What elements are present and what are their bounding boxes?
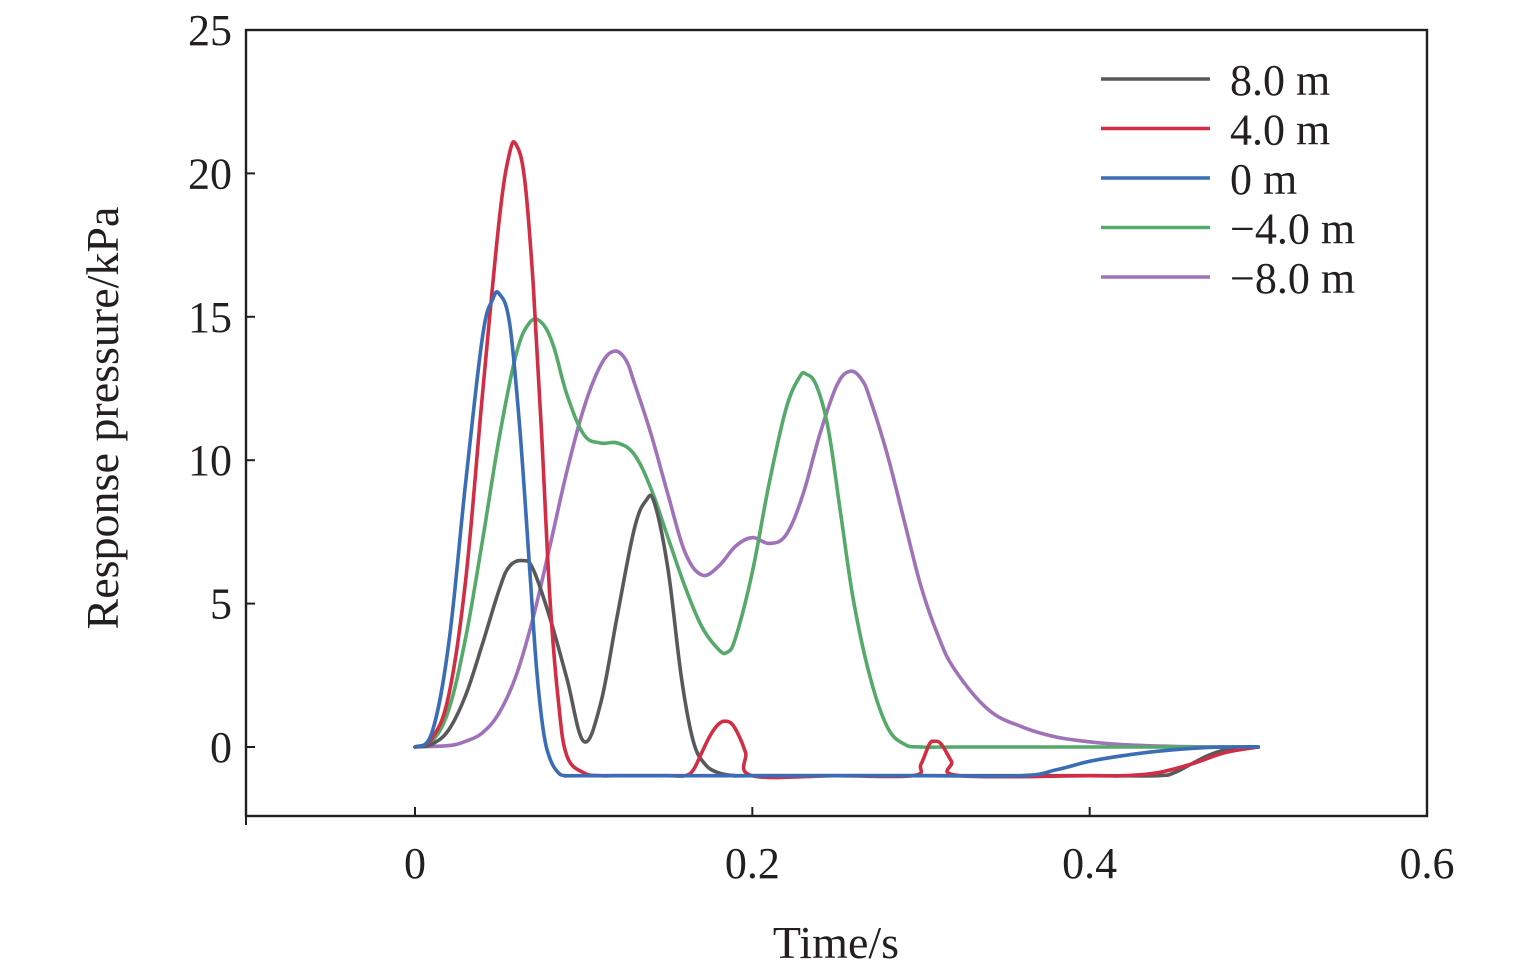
y-tick-label: 20 [188,149,232,198]
series-line-0 [413,493,1261,778]
series-line-2 [413,290,1261,778]
legend-label: −4.0 m [1230,205,1355,254]
y-tick-label: 5 [210,580,232,629]
x-tick-label: 0.4 [1062,839,1117,888]
x-tick-label: 0.6 [1400,839,1455,888]
legend: 8.0 m4.0 m0 m−4.0 m−8.0 m [1101,56,1355,303]
y-tick-label: 15 [188,293,232,342]
series-line-1 [413,140,1261,780]
y-tick-label: 10 [188,436,232,485]
x-axis-title: Time/s [773,917,899,968]
legend-label: 0 m [1230,155,1297,204]
x-tick-label: 0.2 [725,839,780,888]
y-axis-title: Response pressure/kPa [77,207,128,630]
x-axis-ticks: 0 0.2 0.4 0.6 [245,807,1455,888]
y-axis-ticks: 0 5 10 15 20 25 [188,6,255,772]
legend-label: 4.0 m [1230,106,1330,155]
x-tick-label: 0 [404,839,426,888]
plot-frame [244,28,1429,818]
y-tick-label: 0 [210,723,232,772]
legend-label: 8.0 m [1230,56,1330,105]
series-lines [413,140,1261,780]
legend-label: −8.0 m [1230,254,1355,303]
y-tick-label: 25 [188,6,232,55]
